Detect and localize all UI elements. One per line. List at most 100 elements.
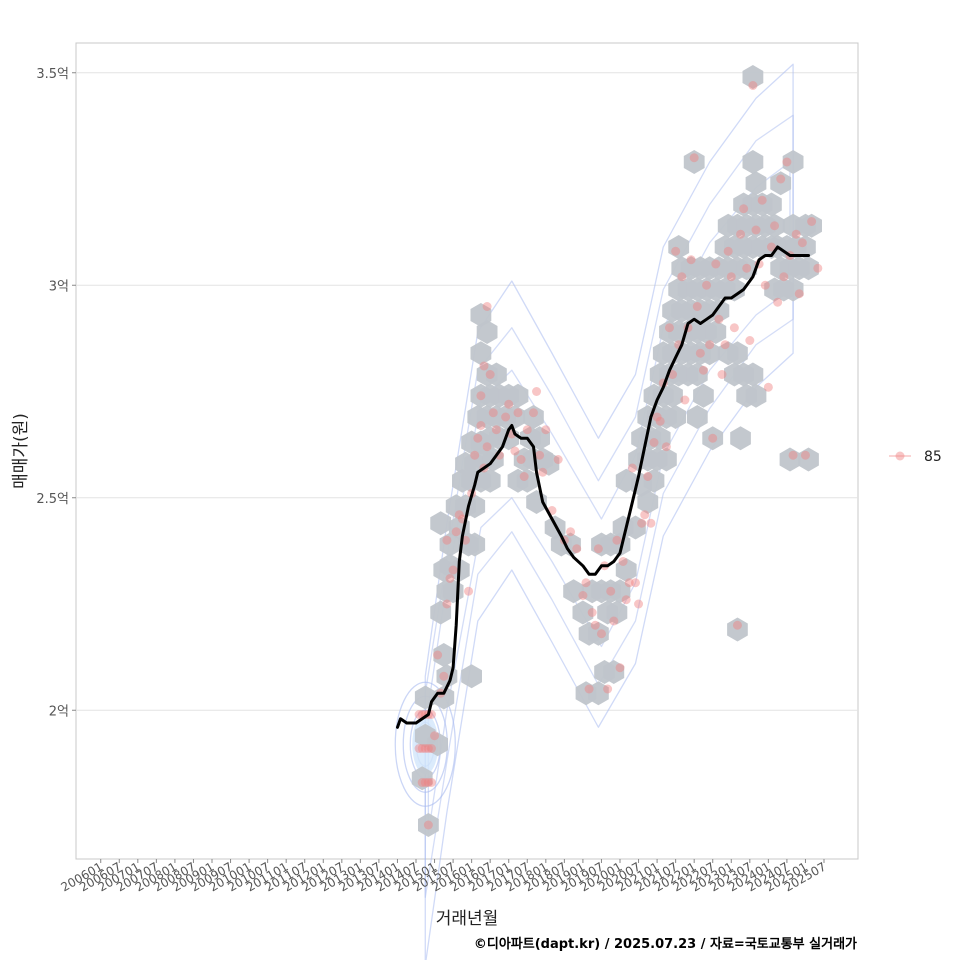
hexbin-cell [572,600,594,625]
data-point [779,272,789,282]
hexbin-cell [668,235,690,259]
data-point [423,778,433,787]
data-point [473,433,483,443]
data-point [773,297,783,307]
y-tick-label: 3억 [49,279,69,294]
data-point [671,246,681,256]
data-point [414,710,424,719]
data-point [442,535,452,545]
data-point [513,408,523,418]
hexbin-cell [801,213,822,238]
data-point [578,591,588,600]
hexbin-cell [563,579,584,604]
data-point [442,599,452,609]
hexbin-cell [770,171,792,196]
hexbin-cell [625,515,646,540]
data-point [612,535,622,545]
data-point [439,671,449,681]
hexbin-cell [588,621,609,646]
data-point [723,246,733,256]
hexbin-cell [430,600,452,625]
data-point [488,408,498,418]
data-point [637,518,647,528]
data-point [729,323,739,333]
hexbin-cell [764,213,785,238]
data-point [711,259,721,269]
data-point [782,157,792,167]
data-point [426,778,436,787]
data-point [627,463,637,473]
hexbin-cell [742,65,764,89]
density-contour [394,681,456,807]
hexbin-cell [727,617,748,642]
data-point [516,455,526,464]
data-point [522,425,532,435]
hexbin-cell [637,490,659,514]
data-point [482,302,492,311]
hexbin-cell [427,732,448,757]
data-point [797,238,807,248]
data-point [603,684,613,694]
data-point [504,399,514,409]
data-point [501,412,511,422]
data-point [479,361,489,371]
data-point [541,425,551,435]
data-point [664,323,674,333]
hexbin-cell [742,362,764,387]
data-point [640,510,650,520]
data-point [800,450,810,460]
hexbin-cell [411,766,433,791]
hexbin-cell [662,383,683,408]
data-point [686,255,696,265]
hexbin-cell [795,235,816,259]
data-point [566,527,576,537]
data-point [606,586,616,596]
data-point [414,744,424,753]
hexbin-cell [693,383,714,408]
hexbin-cell [708,298,730,323]
data-point [476,391,486,401]
data-point [593,544,603,554]
hexbin-cell [745,383,767,408]
data-point [698,365,708,375]
x-axis: 2006012006072007012007072008012008072009… [59,859,829,895]
data-point [426,744,436,753]
data-point [581,578,591,588]
y-tick-label: 2억 [49,704,69,719]
hexbin-cell [724,277,745,302]
data-point [692,302,702,311]
data-point [748,81,758,90]
hexbin-cell [782,277,804,302]
data-point [726,272,736,282]
y-axis-title: 매매가(원) [11,413,31,489]
data-point [661,442,671,452]
data-point [417,778,427,787]
data-point [491,425,501,435]
hexbin-cell [742,150,764,174]
data-point [430,731,440,741]
y-tick-label: 3.5억 [36,67,69,82]
data-point [519,472,529,481]
hexbin-cell [433,685,455,710]
data-point [485,370,495,379]
data-point [680,395,690,405]
trend-line [396,245,810,729]
data-point [510,446,520,456]
data-point [714,314,724,324]
hexbin-cell [702,426,724,451]
hexbin-cell [430,511,452,536]
legend: 85 [889,449,942,465]
legend-label: 85 [924,449,942,465]
data-point [788,450,798,460]
data-point [445,574,455,583]
density-contour [424,114,794,898]
hexbin-cell [643,468,665,493]
data-point [609,616,619,626]
data-point [476,421,486,430]
data-point [813,263,823,273]
data-point [736,229,746,239]
data-point [652,412,662,422]
data-point [584,684,594,694]
data-point [702,280,712,290]
